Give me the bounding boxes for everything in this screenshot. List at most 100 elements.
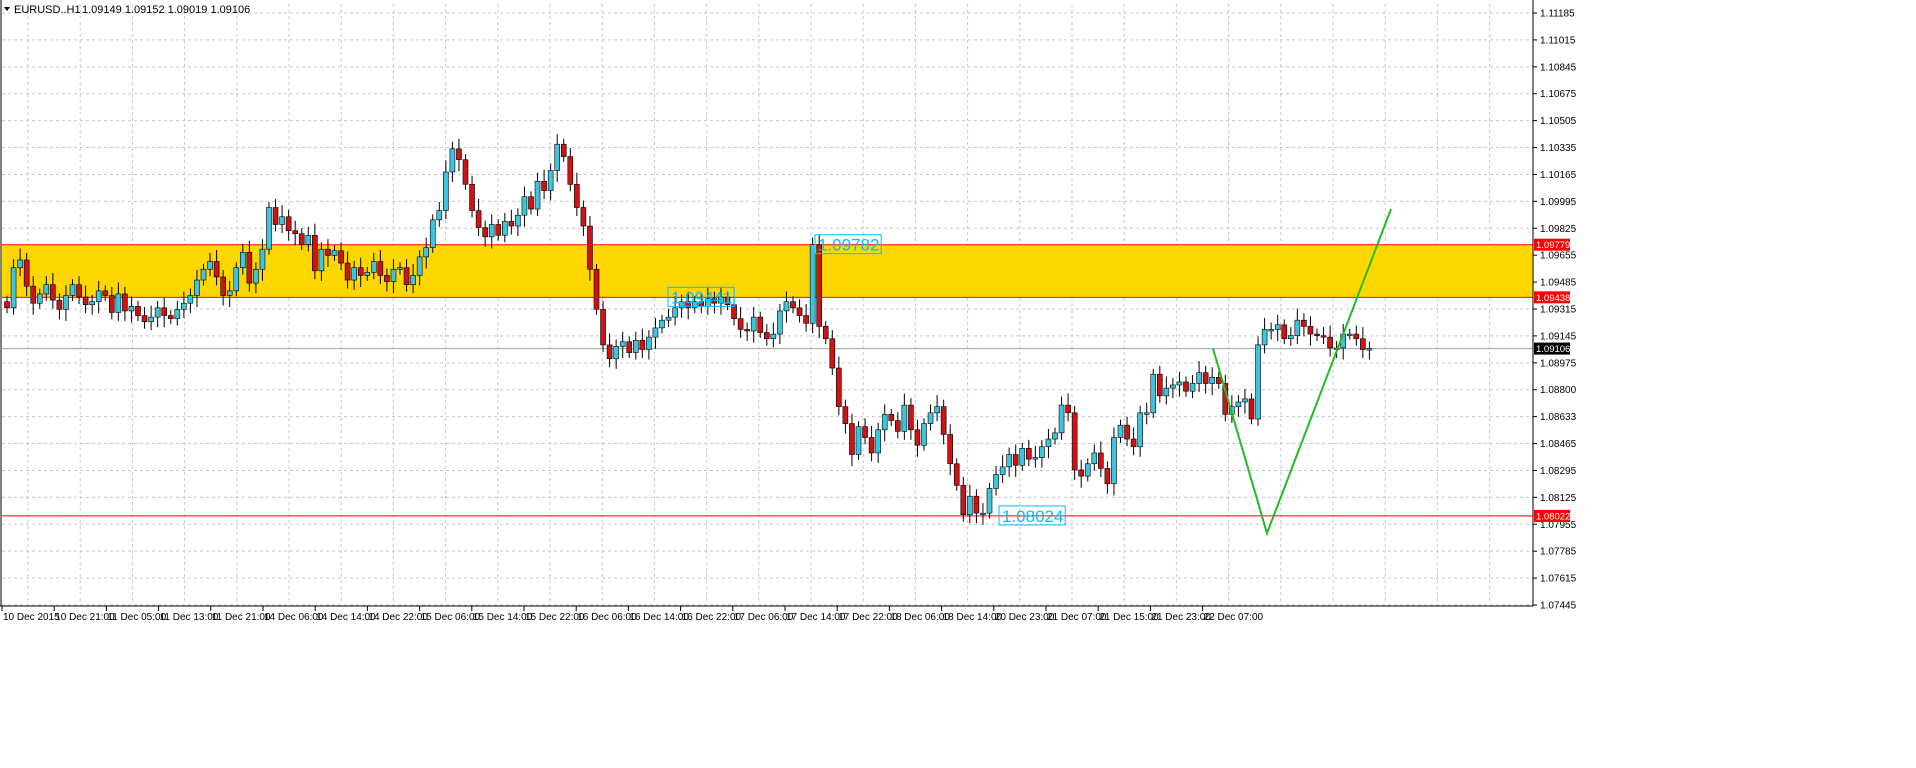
candle	[115, 282, 122, 321]
candle-body	[305, 234, 312, 245]
projection-line[interactable]	[1212, 208, 1392, 537]
candle	[1143, 402, 1150, 425]
candle	[1307, 316, 1314, 346]
candle	[849, 413, 855, 467]
candle-body	[521, 196, 528, 216]
callout-zone-top-box	[814, 234, 882, 255]
candle-body	[953, 463, 960, 486]
candle-body	[1143, 412, 1150, 415]
candle-body	[986, 488, 993, 514]
candle-body	[1124, 424, 1130, 440]
candle	[868, 425, 875, 462]
candle	[488, 214, 495, 249]
candle-body	[777, 310, 783, 335]
x-tick-label: 11 Dec 21:00	[212, 612, 271, 623]
candle	[940, 399, 947, 445]
candle	[1026, 439, 1032, 467]
candle-body	[652, 327, 659, 338]
candle	[69, 279, 76, 301]
candle	[973, 489, 980, 524]
candle	[1183, 376, 1189, 397]
candle-body	[600, 309, 606, 346]
candle	[993, 466, 999, 496]
candle-body	[82, 296, 89, 306]
candle	[685, 291, 692, 320]
candle-body	[691, 301, 698, 309]
callout-zone-bottom[interactable]: 1.09441	[667, 286, 735, 307]
candle-body	[135, 305, 141, 316]
callout-zone-top[interactable]: 1.09782	[814, 234, 882, 255]
candle	[325, 239, 331, 267]
candle	[1366, 341, 1373, 360]
candle-body	[200, 268, 207, 281]
candle-body	[1006, 454, 1012, 468]
candle	[36, 288, 43, 309]
candle	[829, 330, 836, 375]
candle-body	[390, 268, 397, 282]
x-tick-label: 15 Dec 06:00	[421, 612, 481, 623]
callout-zone-bottom-box	[667, 286, 735, 307]
candle	[881, 404, 888, 442]
candle	[253, 262, 259, 294]
candle-body	[1281, 324, 1288, 340]
candle-body	[1196, 372, 1202, 384]
candle	[803, 303, 809, 332]
candle-body	[1137, 412, 1143, 448]
candle-body	[266, 207, 272, 250]
candle	[600, 300, 606, 352]
candle	[914, 419, 921, 457]
candle-body	[240, 251, 246, 269]
candle	[567, 148, 574, 192]
candle	[1281, 319, 1288, 345]
candle	[862, 418, 868, 445]
candle	[534, 172, 541, 216]
candle-body	[685, 301, 692, 309]
candle	[980, 503, 986, 525]
candle-body	[1274, 324, 1281, 330]
triangle-down-icon[interactable]	[4, 7, 10, 11]
x-tick-label: 14 Dec 14:00	[316, 612, 376, 623]
candle-body	[50, 284, 56, 301]
candle	[1288, 327, 1294, 346]
candle-body	[410, 275, 416, 285]
x-tick-label: 21 Dec 23:00	[1151, 612, 1211, 623]
candle-body	[973, 495, 980, 514]
candle	[95, 280, 102, 314]
candle-body	[881, 414, 888, 431]
candle-body	[763, 332, 770, 340]
y-tick-label: 1.11185	[1540, 9, 1575, 20]
candle-body	[357, 267, 364, 276]
candle-body	[862, 426, 868, 438]
candle-body	[908, 404, 914, 431]
candle	[1032, 446, 1039, 468]
candle-body	[1183, 381, 1189, 392]
candle	[953, 458, 960, 491]
candle	[161, 297, 167, 328]
candle-body	[4, 301, 10, 309]
candle	[1045, 429, 1052, 459]
candle-body	[1320, 335, 1327, 338]
candle	[233, 262, 240, 297]
candle-body	[331, 250, 338, 256]
candle	[1137, 405, 1143, 457]
chart-header[interactable]: EURUSD..H1 1.09149 1.09152 1.09019 1.091…	[4, 4, 250, 16]
x-tick-label: 18 Dec 06:00	[890, 612, 950, 623]
candle-body	[934, 406, 940, 414]
candle	[213, 249, 220, 286]
candle	[154, 300, 161, 328]
candle	[836, 356, 842, 416]
candle-body	[318, 248, 325, 272]
candle-body	[109, 295, 115, 313]
candle	[842, 399, 849, 434]
candle-body	[56, 299, 63, 310]
candle-body	[1261, 329, 1268, 346]
candle	[1242, 388, 1248, 414]
callout-support[interactable]: 1.08024	[998, 505, 1066, 526]
resistance-zone[interactable]	[2, 244, 1533, 298]
candle-body	[1058, 404, 1065, 434]
candle-body	[1078, 469, 1084, 477]
candle	[1012, 444, 1019, 477]
